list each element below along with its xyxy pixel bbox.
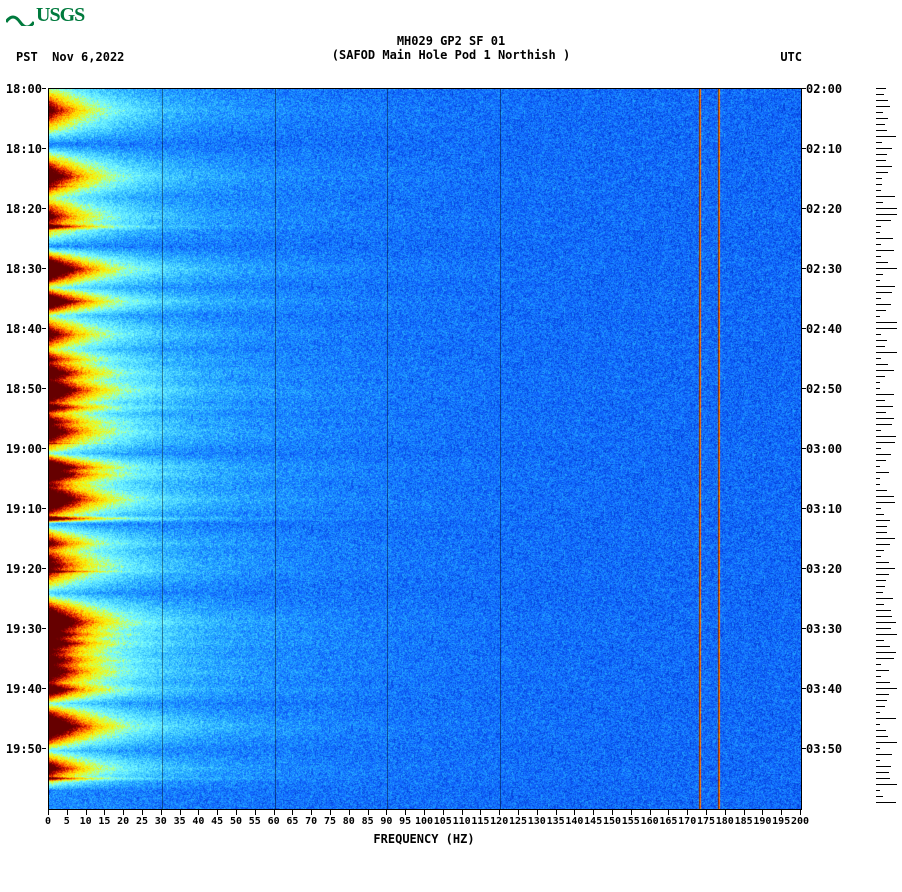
title-line2: (SAFOD Main Hole Pod 1 Northish ): [0, 48, 902, 62]
x-axis-frequency: FREQUENCY (HZ) 0510152025303540455055606…: [48, 810, 800, 850]
amplitude-strip: [868, 88, 900, 808]
plot-title: MH029 GP2 SF 01 (SAFOD Main Hole Pod 1 N…: [0, 34, 902, 62]
header-left: PST Nov 6,2022: [16, 50, 124, 64]
title-line1: MH029 GP2 SF 01: [0, 34, 902, 48]
y-axis-pst: 18:0018:1018:2018:3018:4018:5019:0019:10…: [0, 88, 46, 808]
usgs-logo: USGS: [6, 4, 84, 27]
x-axis-title: FREQUENCY (HZ): [48, 832, 800, 846]
y-axis-utc: 02:0002:1002:2002:3002:4002:5003:0003:10…: [802, 88, 862, 808]
header-right: UTC: [780, 50, 802, 64]
spectrogram-plot: [48, 88, 802, 810]
logo-text: USGS: [36, 4, 84, 26]
